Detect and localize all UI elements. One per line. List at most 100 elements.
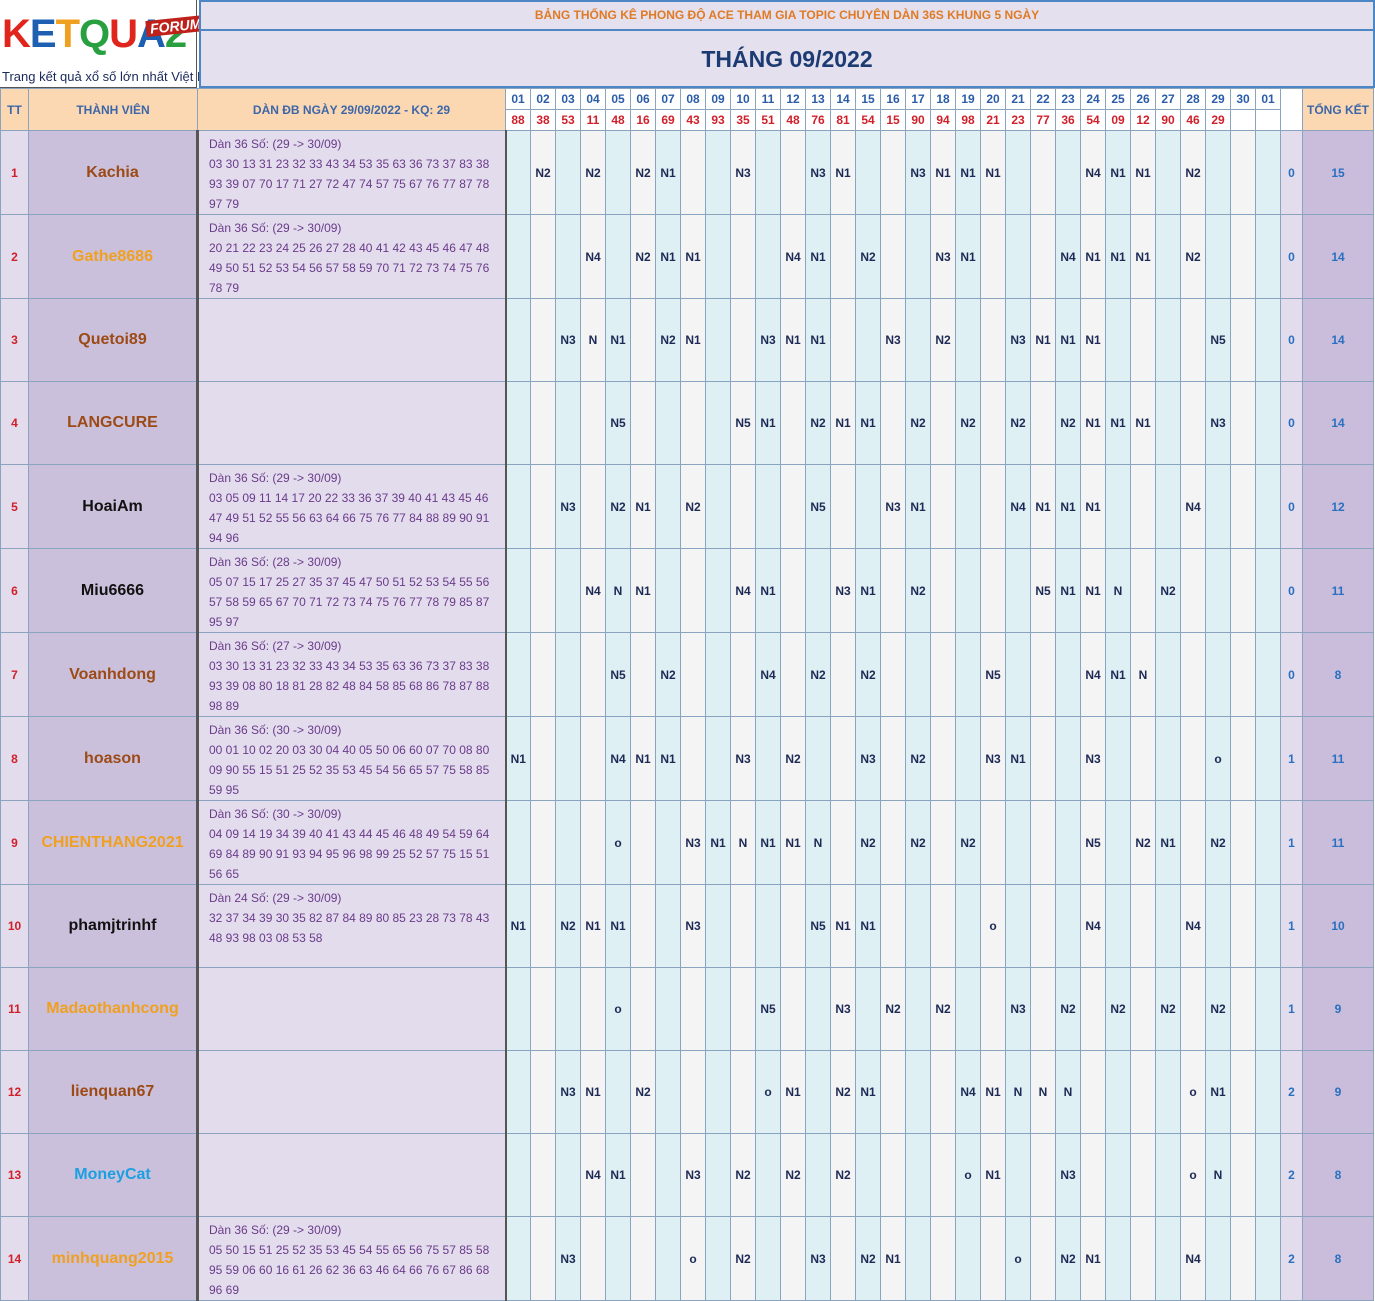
member-name[interactable]: Miu6666 bbox=[28, 548, 199, 633]
day-mark: N1 bbox=[880, 1216, 906, 1301]
day-mark bbox=[780, 1216, 806, 1301]
day-result: 21 bbox=[980, 109, 1006, 131]
member-name[interactable]: phamjtrinhf bbox=[28, 884, 199, 968]
summary-hits: 0 bbox=[1280, 632, 1303, 717]
day-mark bbox=[905, 1216, 931, 1301]
dan-numbers: 94 96 bbox=[209, 531, 240, 545]
day-mark bbox=[505, 800, 531, 885]
member-name[interactable]: lienquan67 bbox=[28, 1050, 199, 1134]
table-row: 14 minhquang2015 Dàn 36 Số: (29 -> 30/09) 0… bbox=[0, 1216, 1374, 1301]
day-mark bbox=[730, 967, 756, 1051]
day-mark: N1 bbox=[580, 1050, 606, 1134]
day-mark bbox=[1130, 884, 1156, 968]
day-header: 21 bbox=[1005, 88, 1031, 110]
day-mark: N3 bbox=[830, 548, 856, 633]
day-mark bbox=[555, 632, 581, 717]
day-mark: N3 bbox=[880, 464, 906, 549]
day-result: 88 bbox=[505, 109, 531, 131]
day-mark: N4 bbox=[1080, 632, 1106, 717]
dan-numbers: 93 39 07 70 17 71 27 72 47 74 57 75 67 7… bbox=[209, 177, 490, 191]
dan-numbers: 48 93 98 03 08 53 58 bbox=[209, 931, 323, 945]
member-name[interactable]: HoaiAm bbox=[28, 464, 199, 549]
day-result: 23 bbox=[1005, 109, 1031, 131]
day-result: 09 bbox=[1105, 109, 1131, 131]
member-name[interactable]: Gathe8686 bbox=[28, 214, 199, 299]
member-name[interactable]: LANGCURE bbox=[28, 381, 199, 465]
day-mark bbox=[780, 381, 806, 465]
day-mark: N1 bbox=[980, 1050, 1006, 1134]
member-name[interactable]: hoason bbox=[28, 716, 199, 801]
day-mark bbox=[955, 548, 981, 633]
summary-total: 11 bbox=[1302, 716, 1374, 801]
day-mark bbox=[555, 967, 581, 1051]
day-mark bbox=[905, 298, 931, 382]
summary-total: 12 bbox=[1302, 464, 1374, 549]
day-mark bbox=[705, 381, 731, 465]
day-header: 19 bbox=[955, 88, 981, 110]
day-mark bbox=[955, 967, 981, 1051]
day-mark bbox=[1155, 632, 1181, 717]
member-name[interactable]: minhquang2015 bbox=[28, 1216, 199, 1301]
day-mark: N1 bbox=[855, 381, 881, 465]
day-result: 81 bbox=[830, 109, 856, 131]
day-mark bbox=[505, 298, 531, 382]
day-mark bbox=[930, 800, 956, 885]
day-mark: N3 bbox=[1005, 298, 1031, 382]
member-dan: Dàn 36 Số: (29 -> 30/09) 03 05 09 11 14 1… bbox=[197, 464, 507, 549]
col-header-tt: TT bbox=[0, 88, 29, 131]
summary-hits: 2 bbox=[1280, 1133, 1303, 1217]
day-mark: N1 bbox=[1080, 1216, 1106, 1301]
member-dan: Dàn 36 Số: (29 -> 30/09) 20 21 22 23 24 2… bbox=[197, 214, 507, 299]
dan-numbers: 20 21 22 23 24 25 26 27 28 40 41 42 43 4… bbox=[209, 241, 490, 255]
day-header: 02 bbox=[530, 88, 556, 110]
member-name[interactable]: Madaothanhcong bbox=[28, 967, 199, 1051]
day-mark bbox=[705, 1216, 731, 1301]
day-mark: N1 bbox=[905, 464, 931, 549]
day-mark: N1 bbox=[505, 716, 531, 801]
day-mark bbox=[530, 1050, 556, 1134]
member-dan: Dàn 36 Số: (30 -> 30/09) 00 01 10 02 20 0… bbox=[197, 716, 507, 801]
day-mark bbox=[805, 967, 831, 1051]
day-mark bbox=[1130, 1050, 1156, 1134]
member-name[interactable]: Quetoi89 bbox=[28, 298, 199, 382]
day-header: 14 bbox=[830, 88, 856, 110]
day-mark: N3 bbox=[1005, 967, 1031, 1051]
day-mark: N3 bbox=[805, 130, 831, 215]
day-mark bbox=[1055, 800, 1081, 885]
member-dan: Dàn 36 Số: (27 -> 30/09) 03 30 13 31 23 3… bbox=[197, 632, 507, 717]
day-result: 93 bbox=[705, 109, 731, 131]
site-logo[interactable]: KETQUA2 FORUM Trang kết quả xổ số lớn nh… bbox=[0, 0, 224, 88]
day-mark bbox=[705, 1133, 731, 1217]
row-number: 9 bbox=[0, 800, 29, 885]
day-mark: N1 bbox=[805, 298, 831, 382]
dan-numbers: 97 79 bbox=[209, 197, 240, 211]
day-mark bbox=[905, 967, 931, 1051]
table-row: 2 Gathe8686 Dàn 36 Số: (29 -> 30/09) 20 21 … bbox=[0, 214, 1374, 299]
day-mark: N bbox=[1005, 1050, 1031, 1134]
day-mark: N2 bbox=[805, 381, 831, 465]
member-name[interactable]: Voanhdong bbox=[28, 632, 199, 717]
day-mark: N4 bbox=[730, 548, 756, 633]
day-mark: N3 bbox=[555, 1216, 581, 1301]
member-name[interactable]: CHIENTHANG2021 bbox=[28, 800, 199, 885]
day-mark bbox=[555, 800, 581, 885]
member-name[interactable]: Kachia bbox=[28, 130, 199, 215]
day-mark bbox=[630, 967, 656, 1051]
day-mark bbox=[755, 716, 781, 801]
day-mark: N5 bbox=[1080, 800, 1106, 885]
day-mark bbox=[930, 1216, 956, 1301]
day-result: 11 bbox=[580, 109, 606, 131]
day-mark bbox=[680, 130, 706, 215]
day-mark: N2 bbox=[605, 464, 631, 549]
summary-total: 14 bbox=[1302, 381, 1374, 465]
day-mark bbox=[630, 632, 656, 717]
dan-numbers: 69 84 89 90 91 93 94 95 96 98 99 25 52 5… bbox=[209, 847, 490, 861]
member-name[interactable]: MoneyCat bbox=[28, 1133, 199, 1217]
header-spacer bbox=[1280, 88, 1303, 131]
day-mark: N2 bbox=[655, 298, 681, 382]
day-mark: N1 bbox=[1105, 632, 1131, 717]
day-mark: N3 bbox=[1205, 381, 1231, 465]
day-mark bbox=[830, 716, 856, 801]
day-mark: N1 bbox=[830, 381, 856, 465]
day-header: 25 bbox=[1105, 88, 1131, 110]
